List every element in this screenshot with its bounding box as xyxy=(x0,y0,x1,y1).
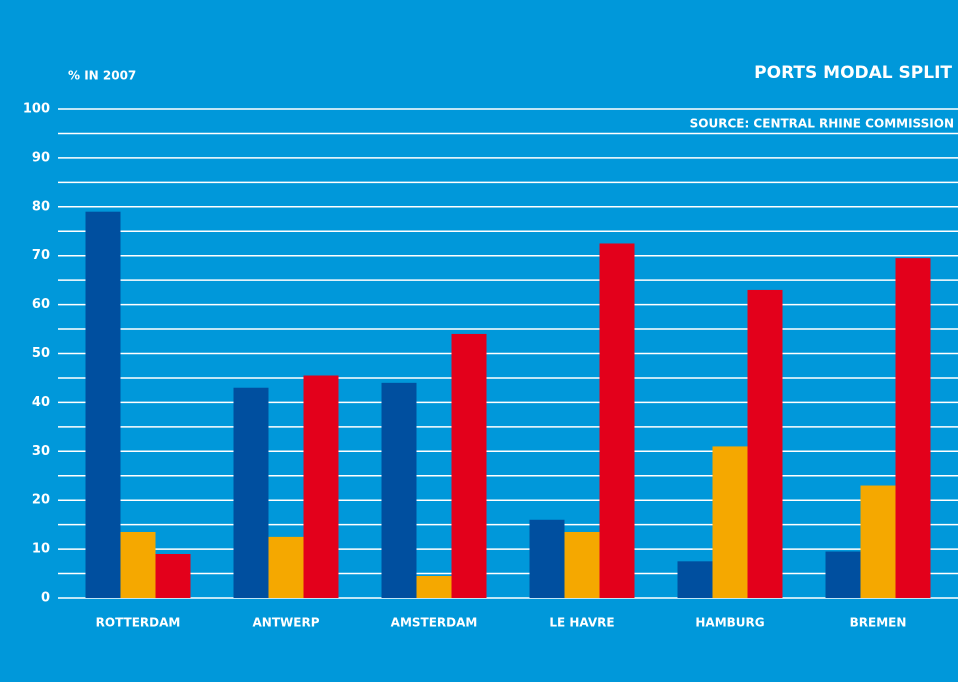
x-tick-label: AMSTERDAM xyxy=(391,616,478,630)
y-tick-label: 90 xyxy=(32,150,50,165)
bar xyxy=(155,553,191,598)
bar xyxy=(712,446,748,598)
bar xyxy=(451,333,487,598)
chart-title: PORTS MODAL SPLIT xyxy=(754,63,952,83)
y-tick-label: 0 xyxy=(41,591,50,606)
bar xyxy=(529,519,565,598)
bar xyxy=(120,531,156,598)
y-tick-label: 10 xyxy=(32,542,50,557)
bar xyxy=(233,387,269,598)
y-tick-label: 70 xyxy=(32,248,50,263)
x-tick-label: HAMBURG xyxy=(695,616,764,630)
bar xyxy=(416,575,452,598)
x-tick-label: ROTTERDAM xyxy=(96,616,181,630)
y-tick-label: 100 xyxy=(23,102,50,117)
y-tick-label: 60 xyxy=(32,297,50,312)
y-tick-label: 20 xyxy=(32,493,50,508)
bar xyxy=(677,561,713,598)
x-tick-label: BREMEN xyxy=(850,616,907,630)
bar xyxy=(303,375,339,598)
y-tick-label: 50 xyxy=(32,346,50,361)
y-tick-label: 80 xyxy=(32,199,50,214)
y-axis-label: % IN 2007 xyxy=(68,69,136,83)
bar xyxy=(268,536,304,598)
bar xyxy=(860,485,896,598)
bar xyxy=(599,243,635,598)
bar xyxy=(85,211,121,598)
bar xyxy=(564,531,600,598)
bar xyxy=(747,289,783,598)
bar xyxy=(825,551,861,598)
x-tick-label: LE HAVRE xyxy=(549,616,614,630)
bar xyxy=(381,382,417,598)
y-tick-label: 30 xyxy=(32,444,50,459)
subtitle: SOURCE: CENTRAL RHINE COMMISSION xyxy=(690,117,954,131)
bar xyxy=(895,258,931,598)
x-tick-label: ANTWERP xyxy=(253,616,320,630)
y-tick-label: 40 xyxy=(32,395,50,410)
